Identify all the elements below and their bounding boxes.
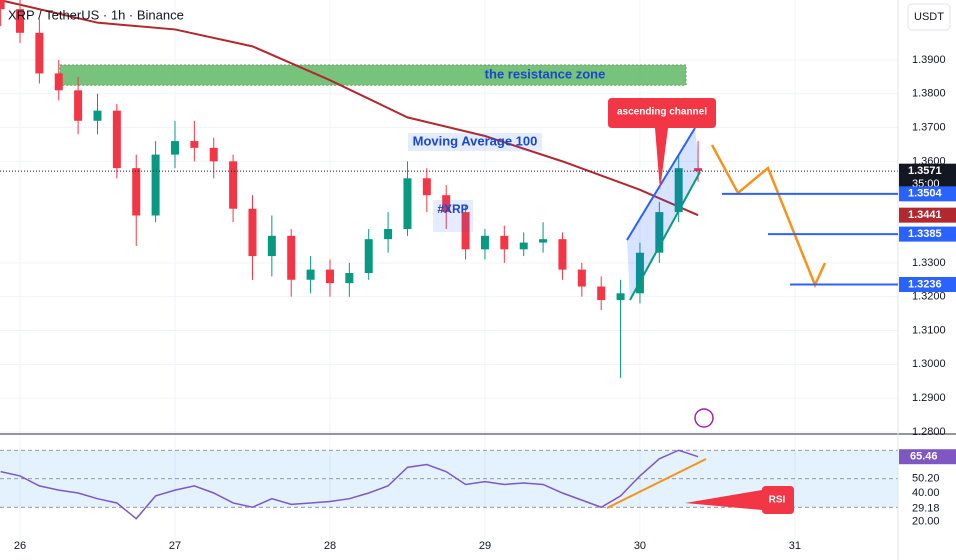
candle-body: [442, 195, 451, 213]
rsi-tag: [899, 449, 956, 465]
y-tick-label: 1.3100: [912, 324, 946, 336]
rsi-tick-label: 50.20: [912, 472, 940, 484]
candle-body: [422, 178, 431, 196]
candle-body: [54, 73, 63, 91]
rsi-tick-label: 40.00: [912, 487, 940, 499]
candle-body: [306, 269, 315, 280]
price-tag: [899, 226, 956, 242]
candle-body: [480, 235, 489, 250]
candle-body: [190, 141, 199, 148]
candle-body: [461, 212, 470, 250]
projection-path: [710, 144, 827, 289]
rsi-line: [0, 449, 699, 520]
price-tag-label: 1.3441: [908, 209, 942, 221]
resistance-zone: [59, 64, 687, 86]
rsi-tick-label: 29.18: [912, 502, 940, 514]
candle-body: [325, 269, 334, 284]
x-tick-label: 31: [789, 540, 801, 552]
channel-callout: [608, 98, 716, 190]
candle-body: [287, 235, 296, 280]
y-tick-label: 1.3300: [912, 257, 946, 269]
candle-body: [248, 208, 257, 257]
channel-fill: [627, 128, 700, 300]
price-tag-label: 1.3571: [908, 165, 942, 177]
candle-body: [209, 147, 218, 162]
candle-body: [558, 239, 567, 270]
candle-body: [35, 32, 44, 74]
price-tag: [899, 277, 956, 293]
candle-body: [674, 168, 683, 213]
candle-body: [694, 168, 703, 172]
candle-body: [577, 269, 586, 287]
currency-label: USDT: [914, 11, 944, 23]
candle-body: [635, 252, 644, 294]
rsi-callout: [685, 486, 794, 514]
candle-body: [74, 90, 83, 121]
candle-body: [132, 168, 141, 216]
y-tick-label: 1.3000: [912, 358, 946, 370]
candle-body: [384, 229, 393, 240]
candle-body: [15, 9, 24, 33]
candle-body: [170, 141, 179, 155]
rsi-callout-label: RSI: [769, 495, 786, 506]
x-tick-label: 30: [634, 540, 646, 552]
channel-bottom: [629, 171, 701, 301]
candle-body: [93, 110, 102, 121]
x-tick-label: 29: [479, 540, 491, 552]
candle-body: [655, 212, 664, 253]
currency-button[interactable]: [907, 3, 951, 31]
alert-icon[interactable]: [694, 408, 714, 428]
price-tag-label: 1.3385: [908, 228, 942, 240]
candle-body: [403, 178, 412, 230]
x-tick-label: 26: [14, 540, 26, 552]
candle-body: [0, 0, 5, 10]
symbol-box: [433, 200, 473, 232]
chart-title: XRP / TetherUS · 1h · Binance: [8, 7, 184, 22]
candle-body: [364, 239, 373, 274]
price-tag: [899, 186, 956, 202]
ma-label-box: [408, 133, 542, 151]
price-tag-label: 1.3504: [908, 188, 943, 200]
candle-body: [345, 273, 354, 284]
rsi-tick-label: 20.00: [912, 515, 940, 527]
candle-body: [616, 293, 625, 301]
channel-label: ascending channel: [617, 107, 707, 118]
rsi-trendline: [606, 458, 707, 509]
candle-body: [597, 286, 606, 301]
y-tick-label: 1.2800: [912, 426, 946, 438]
zone-label: the resistance zone: [485, 67, 606, 82]
candle-body: [151, 154, 160, 216]
y-tick-label: 1.3900: [912, 54, 946, 66]
y-tick-label: 1.3200: [912, 291, 946, 303]
candle-body: [519, 242, 528, 250]
x-tick-label: 28: [324, 540, 336, 552]
symbol-label: #XRP: [437, 202, 468, 216]
ma-label: Moving Average 100: [413, 133, 538, 148]
y-tick-label: 1.3800: [912, 88, 946, 100]
rsi-tag-label: 65.46: [910, 451, 938, 463]
moving-average: [0, 0, 699, 217]
candle-body: [112, 110, 121, 169]
price-tag-label: 1.3236: [908, 278, 942, 290]
candle-body: [229, 161, 238, 209]
channel-top: [626, 127, 696, 241]
y-tick-label: 1.2900: [912, 392, 946, 404]
x-tick-label: 27: [169, 540, 181, 552]
candle-body: [500, 235, 509, 250]
price-tag: [899, 207, 956, 223]
candle-body: [539, 239, 548, 243]
y-tick-label: 1.3700: [912, 121, 946, 133]
candle-body: [267, 235, 276, 257]
